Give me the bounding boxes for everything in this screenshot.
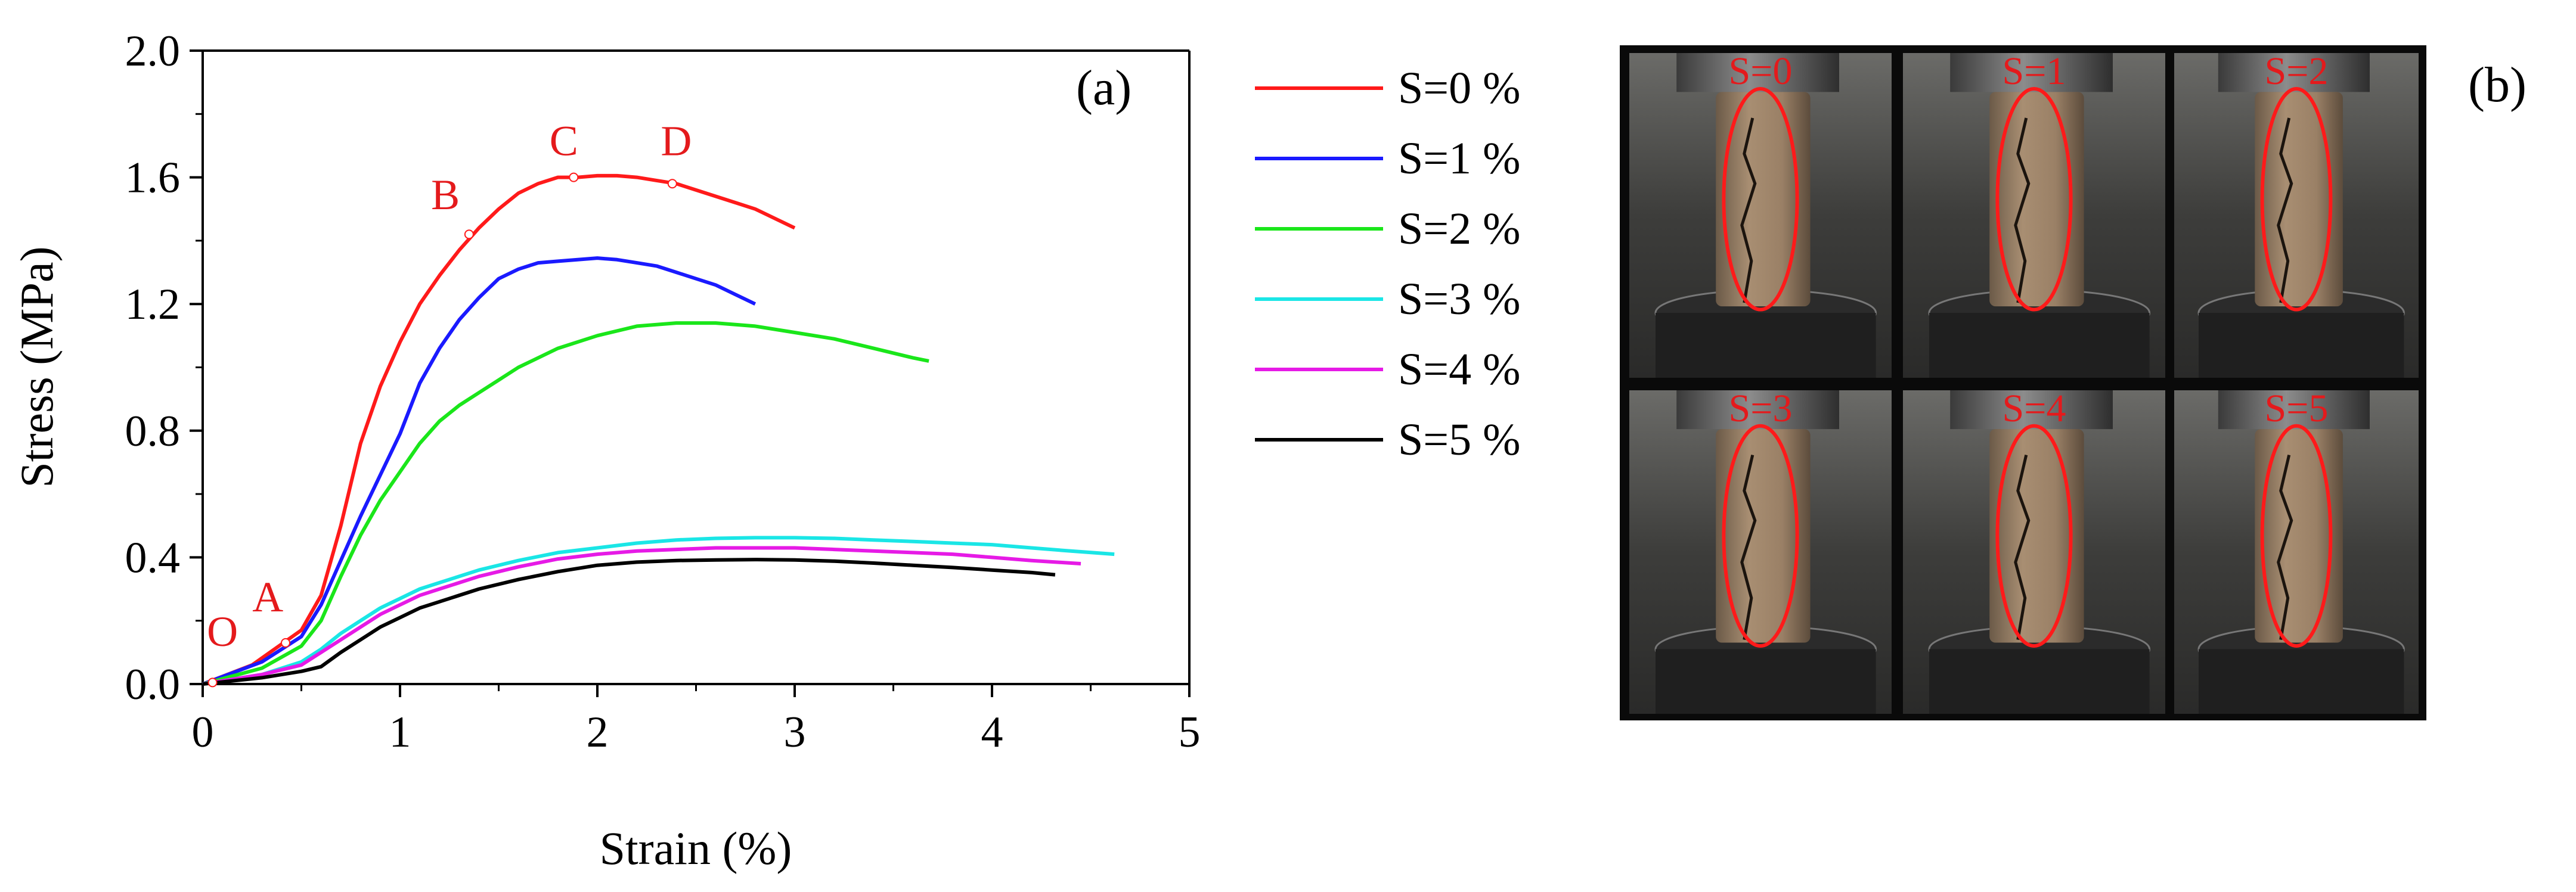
legend: S=0 % S=1 % S=2 % S=3 % S=4 % S=5 % xyxy=(1255,63,1520,465)
failure-zone-ellipse xyxy=(1995,424,2073,648)
series-line-3 xyxy=(202,536,1115,686)
y-tick-label: 0.0 xyxy=(125,660,181,709)
specimen-photos: S=0 S=1 S=2 S=3 S=4 S=5 xyxy=(1629,49,2419,714)
legend-label-1: S=1 % xyxy=(1398,133,1520,184)
axis-ticks: 0 1 2 3 4 5 0.0 0.4 0.8 1.2 1.6 2.0 xyxy=(125,27,1201,757)
legend-label-3: S=3 % xyxy=(1398,274,1520,324)
point-annotations: OA B C D xyxy=(207,117,692,655)
y-tick-label: 0.4 xyxy=(125,533,181,582)
legend-label-2: S=2 % xyxy=(1398,204,1520,254)
specimen-photo-1: S=1 xyxy=(1903,49,2165,378)
legend-label-5: S=5 % xyxy=(1398,415,1520,465)
photo-label-3: S=3 xyxy=(1729,387,1793,430)
x-tick-label: 5 xyxy=(1179,708,1201,757)
specimen-photo-4: S=4 xyxy=(1903,387,2165,714)
point-marker-2 xyxy=(464,229,474,240)
photo-label-5: S=5 xyxy=(2265,387,2329,430)
series-line-2 xyxy=(202,321,929,686)
failure-zone-ellipse xyxy=(2260,424,2333,648)
photo-label-2: S=2 xyxy=(2265,49,2329,93)
legend-label-0: S=0 % xyxy=(1398,63,1520,113)
legend-label-4: S=4 % xyxy=(1398,344,1520,394)
panel-label-b: (b) xyxy=(2468,57,2527,113)
specimen-photo-2: S=2 xyxy=(2174,49,2419,378)
x-tick-label: 1 xyxy=(389,708,411,757)
point-marker-1 xyxy=(281,638,291,648)
x-tick-label: 2 xyxy=(587,708,609,757)
series-line-4 xyxy=(202,546,1081,686)
x-tick-label: 3 xyxy=(784,708,806,757)
series-line-0 xyxy=(202,173,796,686)
y-tick-label: 0.8 xyxy=(125,407,181,456)
failure-zone-ellipse xyxy=(1995,86,2073,312)
specimen-photo-5: S=5 xyxy=(2174,387,2419,714)
data-series xyxy=(202,173,1115,686)
annotation-D: D xyxy=(661,117,692,164)
photo-label-1: S=1 xyxy=(2002,49,2066,93)
annotation-A: A xyxy=(252,573,283,621)
y-tick-label: 2.0 xyxy=(125,27,181,76)
x-tick-label: 4 xyxy=(981,708,1003,757)
failure-zone-ellipse xyxy=(2260,86,2333,312)
annotation-B: B xyxy=(431,171,460,219)
point-marker-0 xyxy=(207,677,218,688)
x-tick-label: 0 xyxy=(192,708,214,757)
y-tick-label: 1.6 xyxy=(125,154,181,203)
annotation-O: O xyxy=(207,608,238,655)
failure-zone-ellipse xyxy=(1722,424,1799,648)
point-marker-3 xyxy=(569,172,579,182)
panel-label-a: (a) xyxy=(1076,60,1132,116)
series-line-5 xyxy=(202,558,1056,686)
y-axis-label: Stress (MPa) xyxy=(11,246,63,487)
point-marker-4 xyxy=(667,179,677,189)
photo-label-0: S=0 xyxy=(1729,49,1793,93)
plot-frame xyxy=(202,49,1191,685)
specimen-photo-3: S=3 xyxy=(1629,387,1892,714)
series-line-1 xyxy=(202,256,757,686)
point-markers xyxy=(207,172,677,688)
photo-label-4: S=4 xyxy=(2002,387,2066,430)
x-axis-label: Strain (%) xyxy=(600,822,792,874)
y-tick-label: 1.2 xyxy=(125,280,181,329)
specimen-photo-0: S=0 xyxy=(1629,49,1892,378)
failure-zone-ellipse xyxy=(1722,86,1799,312)
annotation-C: C xyxy=(550,117,578,164)
